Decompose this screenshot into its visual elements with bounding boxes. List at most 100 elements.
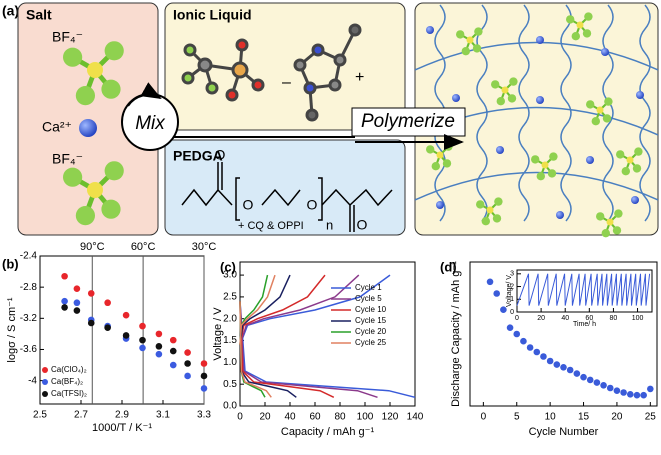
data-point <box>73 285 81 293</box>
x-tick-label: 0 <box>481 412 487 423</box>
data-point <box>573 370 581 377</box>
y-tick-label: -2.8 <box>20 282 38 293</box>
y-tick-label: 1 <box>510 296 514 303</box>
data-point <box>139 336 146 344</box>
oxygen: O <box>243 197 254 213</box>
x-tick-label: 2.7 <box>74 410 88 421</box>
data-point <box>586 376 594 384</box>
data-point <box>73 299 81 307</box>
bracket <box>235 177 323 221</box>
x-tick-label: 20 <box>537 315 545 322</box>
legend-label: Cycle 15 <box>355 316 387 325</box>
anion-label: BF₄⁻ <box>52 151 83 167</box>
x-tick-label: 10 <box>545 412 557 423</box>
x-tick-label: 15 <box>578 412 590 423</box>
data-point <box>513 330 521 338</box>
data-point <box>606 384 614 392</box>
pedga-skeleton <box>181 162 393 232</box>
x-tick-label: 0 <box>515 315 519 322</box>
panel-label: (c) <box>220 259 236 274</box>
data-point <box>647 385 654 393</box>
legend-label: Ca(ClO₄)₂ <box>51 365 87 374</box>
oxygen: O <box>215 147 226 163</box>
x-axis-label: Cycle Number <box>529 426 599 438</box>
data-point <box>200 385 208 392</box>
data-point <box>139 322 146 330</box>
x-tick-label: 80 <box>610 315 618 322</box>
pedga-box <box>164 139 406 236</box>
x-tick-label: 2.5 <box>33 410 47 421</box>
data-point <box>486 278 494 286</box>
legend-label: Ca(BF₄)₂ <box>51 377 83 386</box>
x-tick-label: 120 <box>382 412 399 423</box>
y-axis-label: Voltage / V <box>212 307 224 361</box>
data-point <box>87 290 95 297</box>
calcium-ion <box>79 119 97 137</box>
ionic-liquid-molecule <box>181 23 362 122</box>
data-point <box>600 382 607 389</box>
legend-label: Cycle 5 <box>355 294 382 303</box>
y-tick-label: 2 <box>510 283 514 290</box>
legend-marker <box>42 391 48 397</box>
y-tick-label: -4 <box>28 375 37 386</box>
x-tick-label: 80 <box>334 412 346 423</box>
x-tick-label: 0 <box>237 412 243 423</box>
data-point <box>61 304 68 311</box>
data-point <box>122 332 130 339</box>
data-point <box>122 311 130 319</box>
y-tick-label: 0.0 <box>223 401 237 412</box>
y-tick-label: -3.2 <box>20 313 38 324</box>
cation-label: Ca²⁺ <box>42 119 72 135</box>
y-tick-label: 3.0 <box>223 270 237 281</box>
legend-label: Cycle 25 <box>355 338 387 347</box>
data-point <box>155 343 163 350</box>
data-point <box>169 336 177 344</box>
charge-plus: + <box>355 69 364 86</box>
data-line <box>239 274 276 398</box>
data-point <box>620 389 627 396</box>
y-tick-label: 2.5 <box>223 292 237 303</box>
legend-label: Cycle 1 <box>355 283 382 292</box>
panel-label: (b) <box>2 256 19 271</box>
oxygen: O <box>307 197 318 213</box>
data-point <box>626 391 634 398</box>
data-point <box>553 361 561 368</box>
x-tick-label: 20 <box>611 412 623 423</box>
x-tick-label: 25 <box>645 412 657 423</box>
x-tick-label: 40 <box>284 412 296 423</box>
reference-label: 30°C <box>192 241 217 253</box>
y-tick-label: -3.6 <box>20 344 38 355</box>
data-point <box>493 290 501 297</box>
data-point <box>560 364 567 371</box>
data-point <box>200 360 208 367</box>
data-point <box>155 350 163 358</box>
x-tick-label: 3.3 <box>197 410 211 421</box>
y-tick-label: 1.5 <box>223 335 237 346</box>
ionic-liquid-box <box>164 2 406 131</box>
data-point <box>104 299 111 307</box>
data-point <box>520 337 527 345</box>
x-tick-label: 100 <box>357 412 374 423</box>
ionic-liquid-title: Ionic Liquid <box>173 7 252 23</box>
x-tick-label: 140 <box>407 412 424 423</box>
panel-label: (a) <box>2 3 19 19</box>
legend-marker <box>42 367 48 373</box>
reference-label: 90°C <box>80 241 105 253</box>
mix-label: Mix <box>135 113 166 134</box>
mix-arrow <box>127 82 162 107</box>
data-point <box>61 272 68 280</box>
y-axis-label: Voltage/ V <box>506 275 513 307</box>
legend-label: Cycle 10 <box>355 305 387 314</box>
panel-label: (d) <box>440 259 457 274</box>
y-tick-label: -2.4 <box>20 251 38 262</box>
reference-label: 60°C <box>131 241 156 253</box>
x-tick-label: 60 <box>309 412 321 423</box>
data-point <box>200 372 208 380</box>
data-point <box>613 387 621 395</box>
x-axis-label: Time/ h <box>573 321 596 328</box>
data-point <box>184 372 191 380</box>
repeat-n: n <box>326 217 333 232</box>
oxygen: O <box>357 217 368 233</box>
anion-label: BF₄⁻ <box>52 29 83 45</box>
